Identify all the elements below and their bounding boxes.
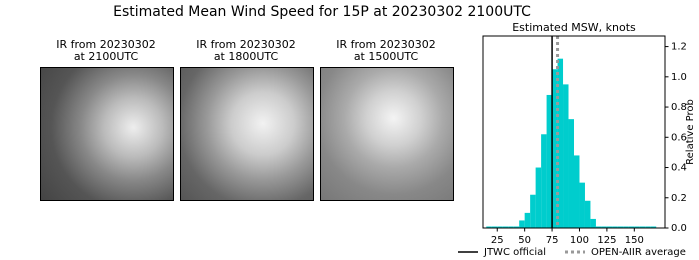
bar [574,155,580,228]
bar [513,226,520,228]
chart-title: Estimated MSW, knots [512,21,636,34]
bar [634,226,640,228]
bar [601,226,607,228]
ir-image [180,67,314,201]
bar [486,226,492,228]
image-title: IR from 20230302 at 2100UTC [56,38,156,63]
bar [568,119,574,228]
bar [541,134,547,228]
bar [530,194,536,228]
bar [639,226,646,228]
bar [650,226,657,228]
x-tick-label: 100 [570,235,589,246]
y-axis-label: Relative Prob [685,99,696,165]
legend-label: OPEN-AIIR average [591,247,686,258]
bar [584,200,591,228]
x-tick-label: 25 [491,235,504,246]
legend-label: JTWC official [483,247,546,258]
bar [546,94,553,228]
x-tick-label: 50 [518,235,531,246]
y-tick-label: 1.0 [671,72,687,83]
bar [508,226,514,228]
y-tick-label: 0.8 [671,102,687,113]
figure-title: Estimated Mean Wind Speed for 15P at 202… [113,4,531,20]
bar [628,226,635,228]
y-tick-label: 1.2 [671,42,687,53]
bar [563,84,569,228]
bar [606,226,613,228]
bar [617,226,624,228]
bar [579,182,585,228]
x-tick-label: 150 [625,235,644,246]
bar [535,167,542,228]
y-tick-label: 0.6 [671,132,687,143]
ir-image [320,67,454,201]
y-tick-label: 0.0 [671,223,687,234]
bar [623,226,629,228]
x-tick-label: 125 [597,235,616,246]
bar [645,226,651,228]
bar [497,226,503,228]
image-title: IR from 20230302 at 1800UTC [196,38,296,63]
bar [552,69,558,228]
bar [524,212,531,228]
image-title: IR from 20230302 at 1500UTC [336,38,436,63]
y-tick-label: 0.2 [671,193,687,204]
bar [590,218,596,228]
bar [595,226,602,228]
ir-image [40,67,174,201]
bar [612,226,618,228]
plot-frame [482,35,666,229]
y-tick-label: 0.4 [671,163,687,174]
x-tick-label: 75 [546,235,559,246]
bar [557,58,564,228]
bar [519,220,525,228]
bar [491,226,498,228]
bar [502,226,509,228]
